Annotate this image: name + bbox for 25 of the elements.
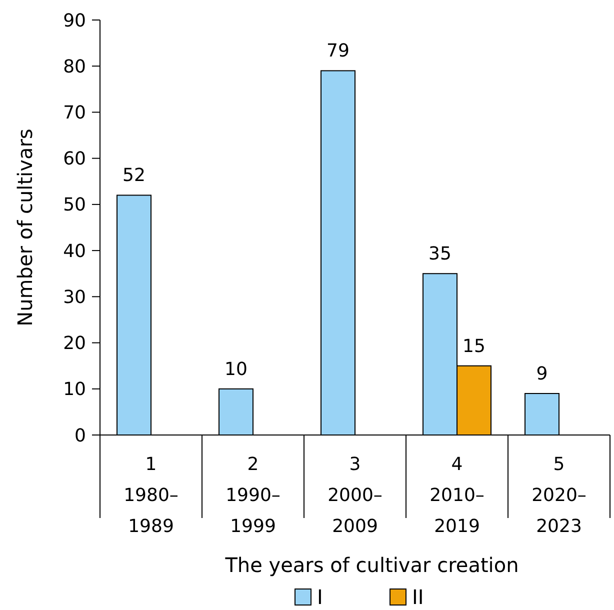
x-axis-title: The years of cultivar creation	[224, 553, 519, 577]
y-tick-label: 80	[63, 56, 86, 78]
y-tick-label: 90	[63, 10, 86, 32]
y-tick-label: 20	[63, 333, 86, 354]
x-tick-label: 4 2010– 2019	[430, 454, 484, 537]
y-tick-label: 40	[63, 240, 86, 262]
data-label: 9	[536, 364, 548, 384]
data-label: 79	[326, 40, 350, 62]
x-tick-label: 3 2000– 2009	[328, 454, 382, 537]
legend-label: II	[412, 585, 424, 609]
y-tick-label: 0	[74, 425, 86, 446]
y-tick-label: 60	[63, 148, 86, 170]
data-label: 15	[462, 336, 486, 357]
data-label: 10	[224, 358, 248, 380]
y-tick-label: 50	[63, 194, 86, 216]
y-tick-label: 10	[63, 379, 86, 400]
x-tick-label: 5 2020– 2023	[532, 454, 586, 537]
x-tick-label: 2 1990– 1999	[226, 454, 280, 537]
data-label: 35	[428, 244, 452, 265]
y-tick-label: 30	[63, 286, 86, 308]
y-tick-label: 70	[63, 102, 86, 124]
data-label: 52	[122, 165, 146, 186]
x-tick-label: 1 1980– 1989	[124, 454, 178, 537]
y-axis-title: Number of cultivars	[13, 128, 37, 326]
legend-label: I	[317, 585, 323, 609]
